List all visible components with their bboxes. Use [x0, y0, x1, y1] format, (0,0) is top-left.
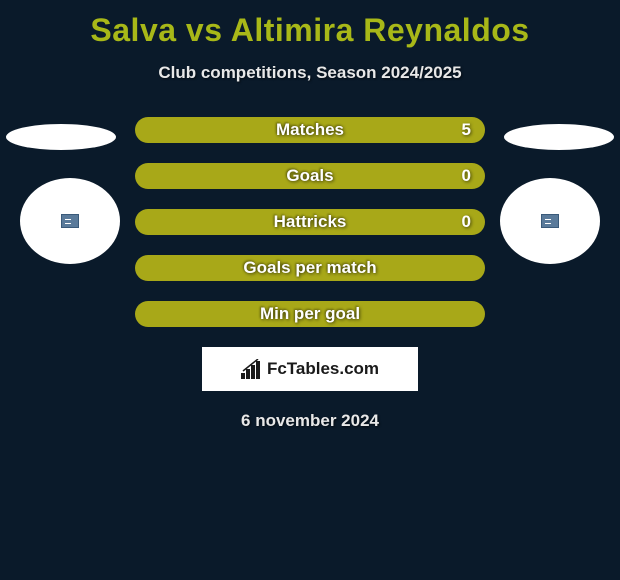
- stat-label: Goals per match: [135, 255, 485, 281]
- brand-text: FcTables.com: [267, 359, 379, 379]
- brand-chart-icon: [241, 359, 263, 379]
- stat-value: 0: [462, 209, 471, 235]
- stats-container: Matches 5 Goals 0 Hattricks 0 Goals per …: [0, 117, 620, 327]
- stat-label: Matches: [135, 117, 485, 143]
- brand-box: FcTables.com: [202, 347, 418, 391]
- stat-value: 5: [462, 117, 471, 143]
- stat-label: Hattricks: [135, 209, 485, 235]
- page-title: Salva vs Altimira Reynaldos: [0, 0, 620, 49]
- stat-label: Min per goal: [135, 301, 485, 327]
- stat-row-matches: Matches 5: [135, 117, 485, 143]
- date-line: 6 november 2024: [0, 411, 620, 431]
- stat-row-hattricks: Hattricks 0: [135, 209, 485, 235]
- stat-row-goals: Goals 0: [135, 163, 485, 189]
- stat-row-min-per-goal: Min per goal: [135, 301, 485, 327]
- subtitle: Club competitions, Season 2024/2025: [0, 63, 620, 83]
- stat-label: Goals: [135, 163, 485, 189]
- stat-row-goals-per-match: Goals per match: [135, 255, 485, 281]
- stat-value: 0: [462, 163, 471, 189]
